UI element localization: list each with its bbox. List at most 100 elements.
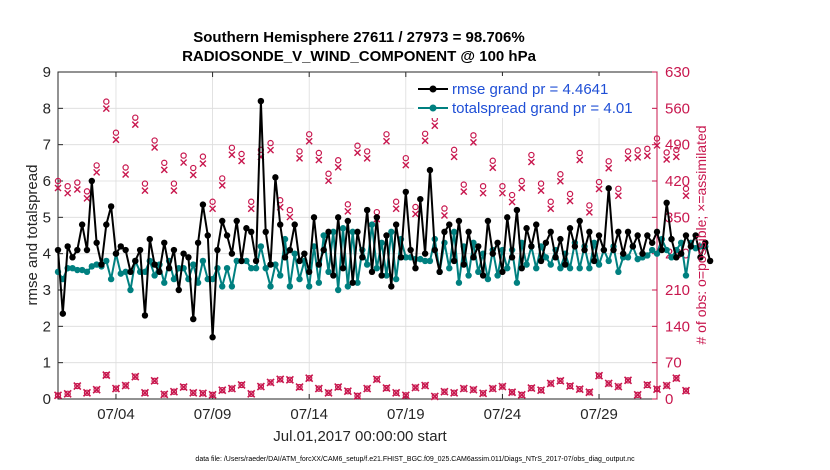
- possible-obs-cross: [643, 152, 651, 160]
- rmse-point: [262, 228, 269, 236]
- totalspread-point: [421, 257, 429, 265]
- legend-rmse-label: rmse grand pr = 4.4641: [452, 81, 608, 98]
- legend-spread-marker: [429, 104, 437, 112]
- rmse-point: [165, 265, 173, 272]
- assimilated-obs-marker: [517, 390, 526, 399]
- assimilated-obs-marker: [672, 374, 681, 383]
- possible-obs-marker: [673, 146, 680, 154]
- possible-obs-marker: [383, 131, 390, 138]
- assimilated-obs-circle: [653, 385, 661, 393]
- possible-obs-marker: [547, 198, 554, 205]
- rmse-point: [576, 217, 583, 225]
- totalspread-point: [88, 263, 96, 270]
- assimilated-obs-circle: [663, 382, 670, 389]
- possible-obs-marker: [248, 198, 255, 205]
- assimilated-obs-marker: [401, 391, 410, 400]
- rmse-point: [504, 214, 511, 221]
- possible-obs-cross: [334, 163, 342, 171]
- totalspread-point: [595, 261, 603, 268]
- possible-obs-marker: [653, 135, 661, 142]
- totalspread-point: [262, 265, 269, 272]
- possible-obs-cross: [180, 159, 188, 167]
- possible-obs-cross: [614, 192, 622, 200]
- possible-obs-marker: [412, 203, 419, 211]
- totalspread-point: [103, 257, 110, 265]
- possible-obs-marker: [421, 130, 429, 137]
- possible-obs-cross: [199, 160, 207, 168]
- rmse-point: [508, 254, 516, 261]
- possible-obs-cross: [228, 151, 236, 159]
- possible-obs-marker: [170, 180, 178, 187]
- rmse-point: [325, 228, 332, 236]
- possible-obs-cross: [382, 137, 390, 145]
- totalspread-point: [141, 268, 149, 276]
- assimilated-obs-circle: [595, 372, 603, 379]
- rmse-point: [494, 239, 501, 246]
- rmse-point: [639, 250, 646, 257]
- assimilated-obs-marker: [256, 382, 265, 391]
- possible-obs-cross: [663, 155, 671, 163]
- rmse-point: [238, 257, 245, 265]
- totalspread-point: [644, 252, 651, 259]
- totalspread-point: [605, 257, 612, 265]
- assimilated-obs-circle: [547, 380, 554, 387]
- totalspread-point: [542, 254, 550, 261]
- totalspread-point: [257, 243, 265, 250]
- possible-obs-marker: [93, 162, 100, 169]
- possible-obs-marker: [470, 132, 477, 139]
- possible-obs-marker: [315, 149, 323, 157]
- rmse-point: [586, 228, 593, 236]
- assimilated-obs-circle: [499, 383, 506, 390]
- rmse-point: [591, 257, 598, 265]
- assimilated-obs-marker: [392, 388, 401, 397]
- assimilated-obs-marker: [614, 382, 623, 391]
- possible-obs-marker: [508, 191, 516, 199]
- totalspread-point: [344, 283, 352, 290]
- rmse-point: [141, 312, 149, 319]
- totalspread-point: [533, 265, 540, 272]
- possible-obs-marker: [151, 137, 158, 144]
- rmse-point: [542, 239, 550, 246]
- totalspread-point: [127, 286, 134, 294]
- y-tick-label: 4: [43, 246, 51, 263]
- possible-obs-cross: [93, 168, 101, 176]
- rmse-point: [301, 250, 308, 257]
- rmse-point: [291, 221, 298, 228]
- rmse-point: [581, 246, 588, 254]
- totalspread-point: [615, 268, 622, 276]
- assimilated-obs-marker: [440, 387, 449, 396]
- assimilated-obs-circle: [151, 377, 158, 385]
- assimilated-obs-circle: [450, 389, 458, 396]
- assimilated-obs-marker: [527, 384, 536, 393]
- totalspread-point: [557, 265, 564, 272]
- assimilated-obs-marker: [198, 389, 207, 398]
- possible-obs-marker: [518, 177, 525, 185]
- assimilated-obs-marker: [295, 382, 304, 392]
- assimilated-obs-circle: [363, 385, 371, 392]
- possible-obs-cross: [402, 161, 410, 169]
- possible-obs-cross: [209, 205, 217, 213]
- assimilated-obs-marker: [382, 384, 391, 393]
- possible-obs-cross: [431, 122, 439, 130]
- rmse-point: [417, 195, 424, 203]
- possible-obs-cross: [238, 157, 246, 165]
- rmse-point: [132, 257, 139, 265]
- y-tick-label: 7: [43, 137, 51, 154]
- rmse-point: [349, 279, 356, 286]
- assimilated-obs-marker: [430, 392, 439, 401]
- chart-title: Southern Hemisphere 27611 / 27973 = 98.7…: [193, 29, 524, 46]
- rmse-point: [673, 254, 680, 261]
- assimilated-obs-marker: [575, 385, 584, 394]
- assimilated-obs-circle: [315, 385, 323, 392]
- rmse-point: [175, 286, 182, 294]
- totalspread-point: [383, 272, 390, 279]
- rmse-point: [59, 310, 67, 317]
- totalspread-point: [682, 272, 690, 279]
- rmse-point: [566, 225, 574, 232]
- assimilated-obs-circle: [296, 383, 303, 391]
- rmse-point: [190, 315, 197, 323]
- assimilated-obs-circle: [267, 379, 274, 386]
- totalspread-point: [566, 265, 574, 272]
- rmse-point: [499, 268, 506, 276]
- assimilated-obs-marker: [218, 386, 227, 395]
